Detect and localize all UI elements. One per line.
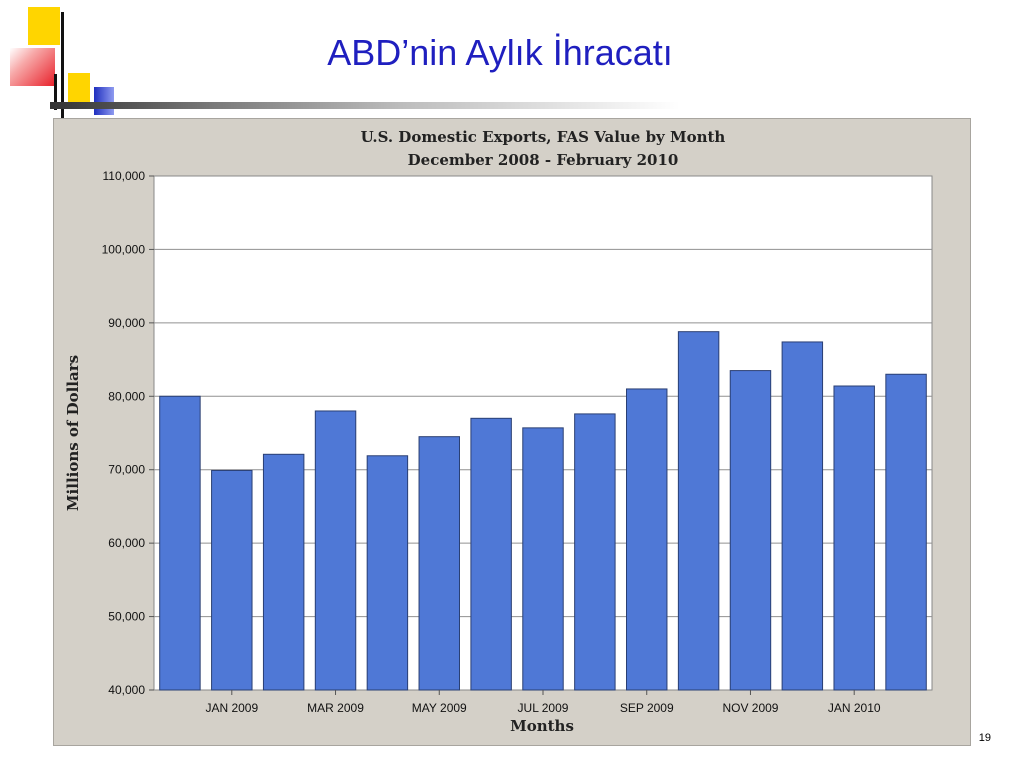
bar xyxy=(314,410,357,691)
bar xyxy=(574,413,616,691)
decoration-red-square xyxy=(10,48,55,86)
bar xyxy=(781,341,824,691)
decoration-vertical-line-short xyxy=(54,74,57,110)
x-axis-label: Months xyxy=(510,717,574,735)
y-tick-label: 60,000 xyxy=(108,536,145,550)
decoration-yellow-square-small xyxy=(68,73,90,105)
bar xyxy=(262,453,305,691)
bar xyxy=(159,395,201,691)
page-number: 19 xyxy=(978,732,991,744)
y-axis-ticks: 40,000 50,000 60,000 70,000 80,000 90,000 100,… xyxy=(102,169,154,697)
bar xyxy=(885,373,927,691)
bar xyxy=(729,370,772,691)
bar xyxy=(418,436,460,691)
bar xyxy=(366,455,409,691)
x-tick-label: MAR 2009 xyxy=(307,701,364,715)
decoration-yellow-square xyxy=(28,7,60,45)
y-tick-label: 70,000 xyxy=(108,463,145,477)
x-tick-label: MAY 2009 xyxy=(412,701,467,715)
y-tick-label: 40,000 xyxy=(108,683,145,697)
decoration-horizontal-rule xyxy=(50,102,680,109)
y-tick-label: 110,000 xyxy=(103,169,146,183)
y-axis-label: Millions of Dollars xyxy=(64,355,82,511)
bar xyxy=(470,417,512,691)
x-tick-label: JAN 2010 xyxy=(828,701,881,715)
bar-chart: U.S. Domestic Exports, FAS Value by Mont… xyxy=(64,128,933,735)
x-axis-ticks: JAN 2009 MAR 2009 MAY 2009 JUL 2009 SEP 2009… xyxy=(205,690,881,715)
chart-panel: U.S. Domestic Exports, FAS Value by Mont… xyxy=(53,118,971,746)
bar xyxy=(626,388,668,691)
x-tick-label: NOV 2009 xyxy=(722,701,778,715)
bar xyxy=(677,331,720,691)
decoration-vertical-line xyxy=(61,12,64,120)
y-tick-label: 100,000 xyxy=(102,242,146,256)
bar xyxy=(211,469,253,691)
x-tick-label: SEP 2009 xyxy=(620,701,674,715)
bars xyxy=(159,331,927,691)
bar xyxy=(522,427,564,691)
x-tick-label: JAN 2009 xyxy=(205,701,258,715)
x-tick-label: JUL 2009 xyxy=(518,701,569,715)
y-tick-label: 90,000 xyxy=(108,316,145,330)
y-tick-label: 80,000 xyxy=(108,389,145,403)
decoration-blue-square xyxy=(94,87,114,115)
chart-title: U.S. Domestic Exports, FAS Value by Mont… xyxy=(361,128,726,146)
slide-title: ABD’nin Aylık İhracatı xyxy=(327,32,673,73)
y-tick-label: 50,000 xyxy=(108,610,145,624)
chart-subtitle: December 2008 - February 2010 xyxy=(408,151,679,169)
bar xyxy=(833,385,875,691)
